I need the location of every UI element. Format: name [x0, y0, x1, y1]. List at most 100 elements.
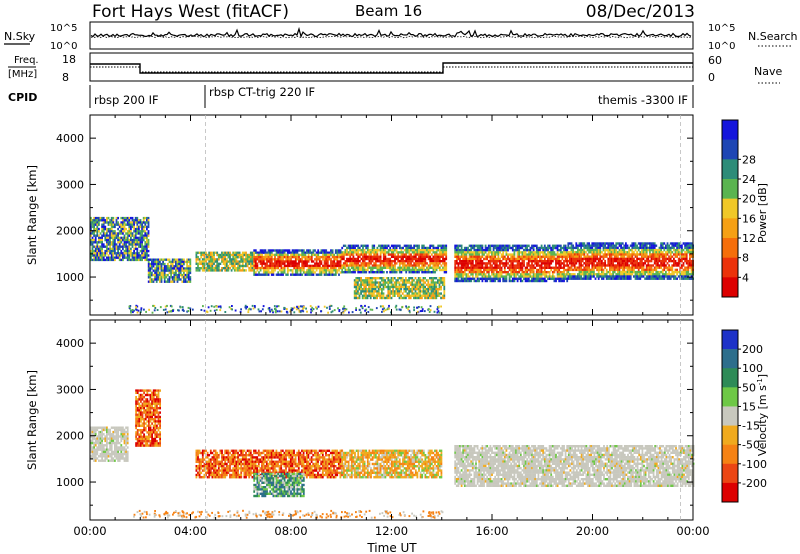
power-cell [122, 254, 124, 257]
power-cell [475, 251, 477, 254]
power-cell [601, 270, 603, 274]
power-cell [526, 271, 529, 274]
power-cell [283, 262, 286, 265]
power-cell [434, 251, 436, 254]
power-cell [363, 279, 366, 282]
power-cell [660, 242, 662, 245]
power-cell [222, 251, 225, 254]
power-cell [620, 242, 622, 245]
power-cell [381, 277, 383, 280]
power-cell [417, 288, 420, 291]
power-cell [381, 260, 384, 263]
power-cell [457, 264, 460, 267]
power-cell [597, 259, 600, 263]
power-cell [652, 270, 654, 274]
power-cell [258, 271, 260, 274]
power-cell [114, 252, 116, 255]
power-cell [349, 264, 352, 267]
power-cell [386, 262, 388, 265]
power-cell [601, 244, 603, 247]
power-cell [657, 275, 659, 278]
power-cell [564, 268, 567, 272]
power-cell [462, 271, 465, 274]
power-cell [516, 257, 519, 261]
power-cell [138, 256, 140, 259]
power-cell [673, 248, 675, 252]
power-cell [542, 260, 545, 263]
power-cell [400, 277, 402, 280]
power-cell [661, 273, 664, 276]
power-cell [134, 216, 137, 220]
power-cell [593, 259, 595, 263]
power-cell [430, 253, 433, 256]
power-cell [354, 268, 356, 272]
power-cell [405, 279, 407, 282]
power-cell [421, 249, 424, 252]
power-cell [352, 244, 355, 247]
power-cell [123, 256, 126, 259]
power-cell [280, 269, 283, 272]
power-cell [136, 221, 139, 224]
power-cell [484, 251, 487, 254]
power-cell [641, 262, 643, 265]
power-cell [350, 249, 353, 252]
power-cell [551, 273, 554, 276]
power-cell [411, 285, 414, 289]
freq-trace [90, 62, 693, 74]
power-cell [376, 253, 379, 256]
power-cell [473, 268, 476, 272]
power-cell [371, 255, 374, 258]
power-cell [397, 257, 400, 261]
power-cell [99, 241, 102, 244]
power-cell [341, 266, 344, 269]
power-cell [144, 256, 147, 259]
power-cell [197, 256, 199, 259]
power-cell [500, 255, 503, 258]
power-cell [641, 268, 643, 272]
power-cell [594, 244, 597, 247]
power-cell [605, 270, 608, 274]
power-cell [94, 249, 97, 253]
power-cell [437, 290, 439, 293]
power-cell [208, 251, 211, 254]
power-cell [468, 266, 471, 269]
power-scatter [90, 216, 694, 314]
power-cell [682, 248, 685, 252]
power-cell [241, 258, 244, 261]
power-cell [580, 253, 582, 256]
power-cell [110, 221, 113, 224]
power-cell [254, 262, 257, 265]
power-cell [653, 273, 656, 276]
power-cell [647, 257, 650, 261]
power-cell [205, 267, 207, 270]
power-cell [101, 258, 103, 262]
power-cell [443, 251, 446, 254]
power-cell [652, 268, 654, 272]
power-cell [264, 273, 267, 276]
power-cell [320, 249, 323, 252]
power-cell [531, 277, 533, 280]
power-cell [601, 273, 603, 276]
power-cell [476, 273, 479, 276]
power-cell [612, 275, 614, 278]
power-cell [413, 296, 415, 300]
power-cell [333, 269, 336, 272]
power-cell [650, 248, 653, 252]
power-cell [441, 279, 444, 282]
power-cell [130, 238, 132, 242]
power-cell [211, 269, 214, 272]
power-cell [178, 262, 180, 266]
power-cell [123, 230, 126, 233]
power-cell [470, 253, 473, 256]
power-cell [521, 255, 524, 258]
power-cell [418, 246, 420, 250]
power-cell [112, 254, 115, 257]
power-cell [418, 253, 420, 256]
power-cell [543, 264, 546, 267]
power-cell [532, 264, 535, 267]
power-cell [104, 232, 107, 235]
power-cell [645, 253, 648, 256]
power-cell [524, 268, 527, 272]
power-cell [307, 264, 310, 268]
power-cell [422, 290, 425, 293]
